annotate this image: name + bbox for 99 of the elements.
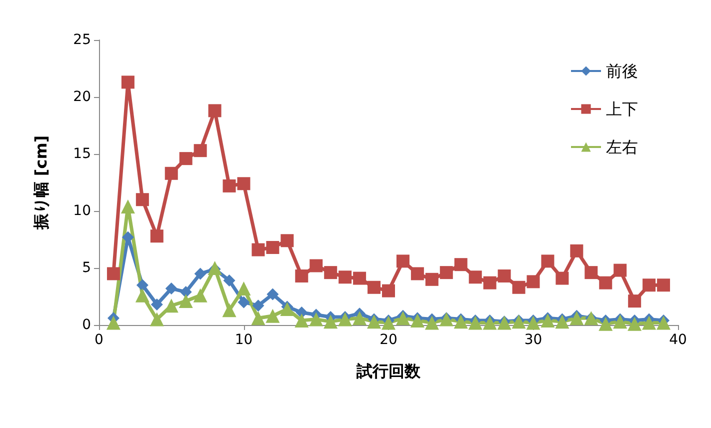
point [353, 272, 366, 285]
point [482, 316, 497, 330]
point [614, 264, 627, 277]
point [526, 275, 540, 288]
point [599, 276, 612, 290]
point [613, 314, 628, 329]
point [498, 269, 511, 282]
point [178, 294, 193, 308]
point [512, 314, 526, 329]
point [570, 244, 584, 258]
point [396, 311, 410, 326]
point [526, 316, 540, 330]
point [483, 276, 496, 290]
point [193, 288, 208, 302]
point [556, 272, 569, 285]
point [135, 288, 150, 302]
point [266, 308, 280, 323]
point [555, 314, 570, 329]
legend-label: 前後 [606, 62, 638, 80]
point [338, 270, 352, 284]
point [656, 316, 671, 330]
point [238, 296, 250, 308]
point [237, 177, 250, 190]
point [180, 286, 192, 298]
point [440, 266, 453, 280]
point [468, 270, 482, 284]
point [194, 268, 206, 280]
point [570, 311, 584, 326]
point [106, 316, 120, 330]
point [541, 254, 554, 268]
point [164, 298, 178, 313]
point [352, 311, 367, 326]
point [165, 282, 178, 295]
point [136, 193, 149, 206]
y-axis-title: 振り幅 [cm] [32, 135, 50, 231]
point [295, 269, 308, 282]
point [410, 267, 424, 280]
x-tick-label: 40 [669, 332, 687, 348]
point [368, 280, 381, 294]
x-axis-title: 試行回数 [356, 362, 422, 380]
x-tick-label: 20 [380, 332, 398, 348]
y-tick-label: 20 [73, 89, 91, 105]
point [324, 266, 338, 280]
point [150, 312, 164, 326]
point [642, 278, 656, 292]
y-tick-label: 10 [73, 203, 91, 219]
point [266, 240, 280, 254]
point [251, 311, 266, 326]
point [628, 294, 642, 308]
point [222, 303, 236, 318]
point [657, 278, 670, 292]
point [266, 288, 279, 300]
point [382, 284, 395, 298]
point [150, 298, 163, 310]
point [468, 316, 482, 330]
y-tick-label: 0 [82, 317, 91, 333]
x-tick-label: 0 [94, 332, 104, 348]
point [150, 230, 164, 243]
point [252, 243, 265, 256]
point [540, 313, 555, 328]
point [367, 314, 382, 329]
point [628, 316, 642, 331]
legend-label: 上下 [606, 100, 638, 118]
x-tick-label: 30 [524, 332, 542, 348]
point [309, 312, 324, 326]
y-tick-label: 5 [82, 260, 91, 276]
point [236, 282, 251, 296]
point [425, 272, 438, 286]
point [410, 313, 424, 328]
x-tick-label: 10 [234, 332, 253, 348]
legend-label: 左右 [606, 138, 638, 156]
point [194, 144, 207, 158]
point [396, 254, 410, 268]
y-tick-label: 15 [73, 146, 91, 162]
point [252, 300, 264, 312]
point [223, 274, 236, 287]
point [121, 76, 134, 89]
point [584, 266, 598, 280]
point [338, 312, 352, 326]
point [454, 258, 468, 272]
point [164, 166, 178, 180]
point [512, 280, 526, 294]
point [120, 199, 135, 214]
point [106, 267, 120, 280]
point [310, 259, 323, 272]
point [642, 316, 656, 330]
point [598, 316, 613, 331]
point [136, 279, 148, 292]
point [222, 179, 236, 192]
point [454, 314, 468, 329]
point [324, 314, 338, 329]
point [208, 104, 222, 118]
y-tick-label: 25 [73, 32, 91, 48]
point [280, 234, 294, 248]
point [382, 316, 396, 330]
point [424, 316, 439, 330]
point [179, 152, 192, 166]
point [280, 302, 294, 316]
point [294, 313, 309, 328]
